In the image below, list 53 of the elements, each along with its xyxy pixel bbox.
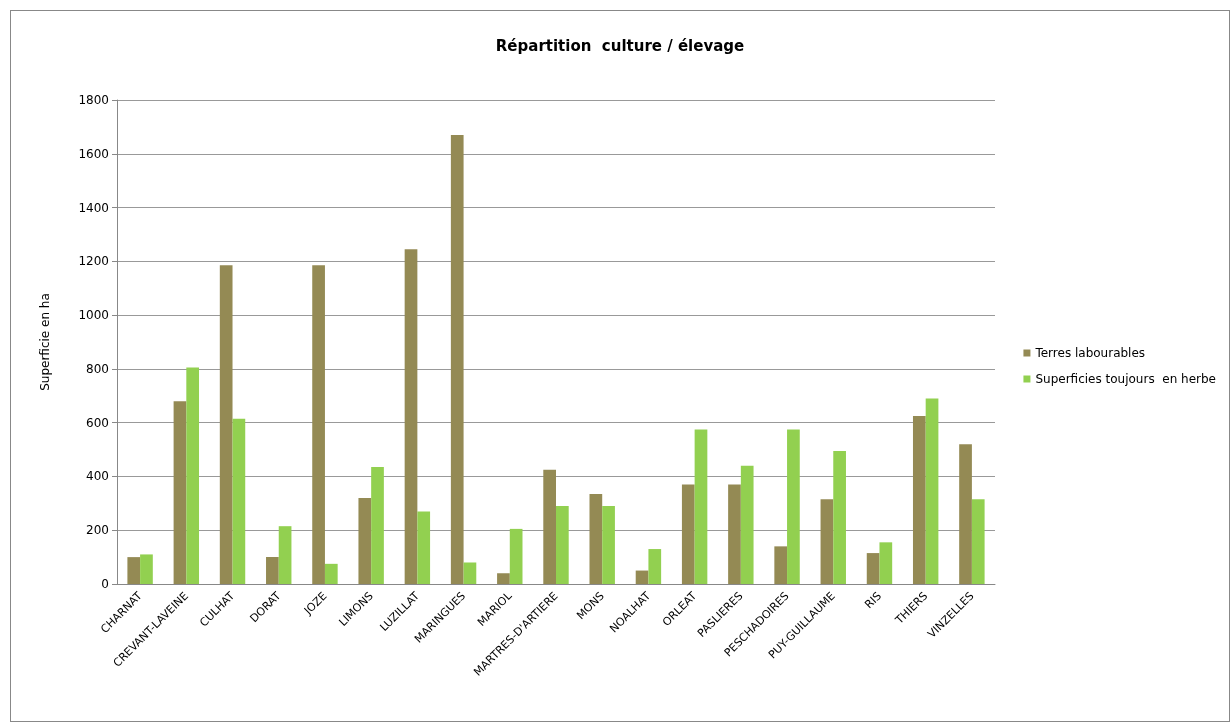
bar [173, 401, 187, 584]
x-tick-label: RIS [862, 589, 885, 612]
bar [266, 557, 279, 584]
y-tick-label: 1400 [78, 200, 109, 215]
bar [404, 249, 418, 584]
bar [556, 506, 569, 584]
y-axis-title: Superficie en ha [38, 293, 52, 391]
bar [232, 418, 246, 584]
bar [959, 444, 972, 584]
bar [648, 549, 662, 584]
y-tick-label: 0 [101, 577, 109, 591]
bar [971, 499, 985, 584]
bar [728, 484, 741, 584]
bar [186, 367, 200, 584]
bar [140, 554, 153, 584]
bar [694, 429, 708, 584]
bar [681, 484, 695, 584]
bar [787, 429, 800, 584]
bar [602, 506, 615, 584]
bar [497, 573, 510, 584]
y-tick-label: 200 [86, 523, 109, 538]
bar [509, 528, 523, 584]
y-tick-label: 1600 [78, 146, 109, 161]
y-tick-label: 1000 [78, 308, 109, 323]
bar [371, 467, 384, 584]
bar [127, 557, 141, 584]
y-tick-label: 800 [86, 361, 109, 376]
bar [543, 469, 556, 584]
chart-title: Répartition culture / élevage [495, 36, 745, 55]
bar [278, 526, 292, 584]
bar [358, 497, 372, 584]
bar [879, 542, 893, 584]
bar [219, 265, 233, 584]
bar [463, 562, 477, 584]
bar [740, 465, 754, 584]
bar [820, 499, 834, 584]
bar [635, 570, 649, 584]
bar [912, 415, 926, 584]
bar [866, 553, 880, 584]
y-tick-label: 1800 [78, 93, 109, 107]
bar [925, 398, 939, 584]
bar [774, 546, 788, 584]
bar [450, 134, 464, 584]
bar [589, 493, 603, 584]
bar [312, 265, 325, 584]
y-tick-label: 1200 [78, 254, 109, 269]
bar [833, 450, 846, 584]
y-tick-label: 600 [86, 415, 109, 430]
legend-label: Terres labourables [1034, 346, 1146, 360]
legend-label: Superficies toujours en herbe [1035, 372, 1217, 386]
y-tick-label: 400 [86, 469, 109, 484]
bar [324, 563, 338, 584]
bar [417, 511, 431, 584]
